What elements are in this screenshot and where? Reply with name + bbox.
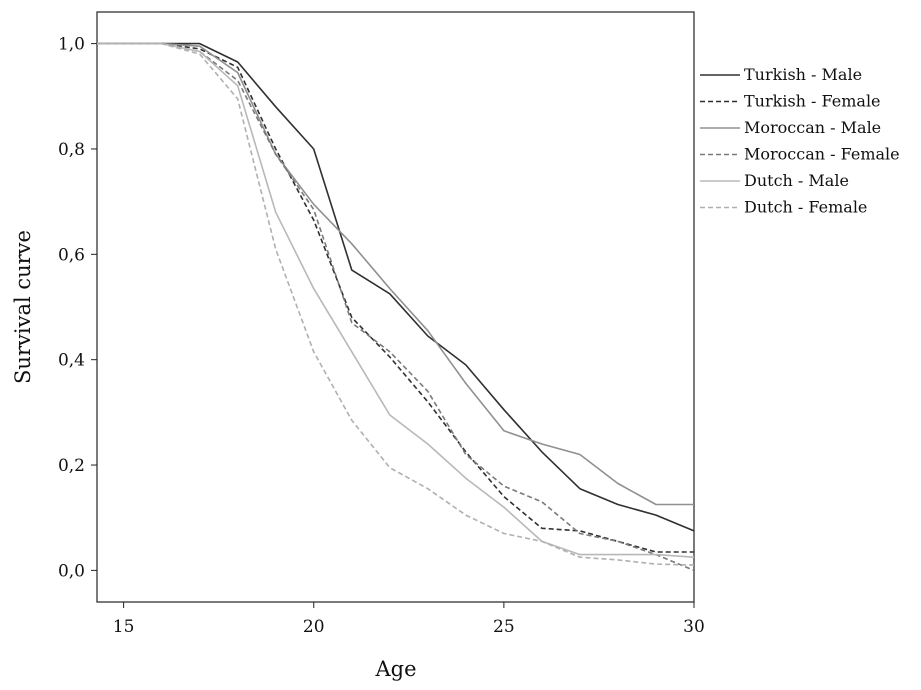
legend-label: Moroccan - Male — [744, 118, 881, 137]
y-tick-label: 1,0 — [58, 35, 85, 55]
y-tick-label: 0,6 — [58, 245, 85, 265]
legend-label: Dutch - Male — [744, 171, 849, 190]
legend-label: Turkish - Female — [744, 92, 881, 111]
legend: Turkish - Male Turkish - Female Moroccan -… — [700, 65, 900, 217]
y-tick-label: 0,8 — [58, 140, 85, 160]
plot-area-frame — [96, 11, 695, 603]
legend-label: Turkish - Male — [744, 65, 862, 84]
legend-label: Moroccan - Female — [744, 145, 900, 164]
series-line-5 — [97, 42, 695, 558]
y-tick-label: 0,0 — [58, 561, 85, 581]
y-axis-ticks: 0,0 0,2 0,4 0,6 0,8 1,0 — [58, 35, 97, 581]
x-tick-label: 15 — [113, 617, 135, 637]
legend-label: Dutch - Female — [744, 198, 867, 217]
y-tick-label: 0,4 — [58, 351, 85, 371]
series-line-3 — [97, 42, 694, 506]
x-axis-title: Age — [374, 657, 416, 681]
y-tick-label: 0,2 — [58, 456, 85, 476]
y-axis-title: Survival curve — [11, 230, 35, 384]
series-line-6 — [97, 42, 695, 566]
series-line-4 — [97, 42, 695, 572]
x-tick-label: 25 — [493, 617, 515, 637]
x-tick-label: 30 — [683, 617, 705, 637]
series-line-2 — [97, 42, 694, 553]
x-axis-ticks: 15 20 25 30 — [113, 602, 705, 637]
series-layer — [97, 42, 695, 572]
x-tick-label: 20 — [303, 617, 325, 637]
series-line-1 — [97, 42, 695, 532]
